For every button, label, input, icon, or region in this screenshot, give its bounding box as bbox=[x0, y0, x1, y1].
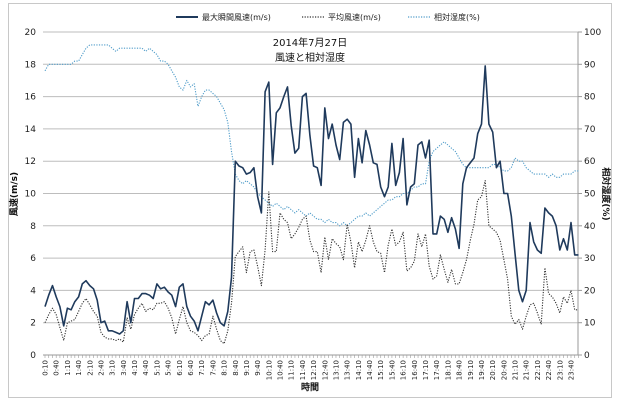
x-tick-label: 2:10 bbox=[86, 360, 94, 376]
x-tick-label: 5:10 bbox=[153, 360, 161, 376]
x-tick-label: 2:40 bbox=[97, 360, 105, 376]
x-tick-label: 9:10 bbox=[243, 360, 251, 376]
x-tick-label: 9:40 bbox=[254, 360, 262, 376]
series-line-0 bbox=[44, 65, 579, 335]
series-line-1 bbox=[44, 180, 579, 345]
x-tick-label: 14:40 bbox=[366, 360, 374, 380]
x-tick-label: 5:40 bbox=[165, 360, 173, 376]
y-tick-label: 20 bbox=[25, 28, 37, 38]
legend: 最大瞬間風速(m/s) 平均風速(m/s) 相対湿度(%) bbox=[176, 12, 480, 22]
x-tick-label: 16:10 bbox=[400, 360, 408, 380]
chart-frame bbox=[8, 3, 612, 398]
y-tick-label: 2 bbox=[30, 319, 36, 329]
x-tick-label: 18:10 bbox=[444, 360, 452, 380]
x-tick-label: 7:10 bbox=[198, 360, 206, 376]
y2-tick-label: 70 bbox=[584, 125, 596, 135]
x-tick-label: 20:10 bbox=[489, 360, 497, 380]
y-tick-label: 12 bbox=[25, 157, 36, 167]
y2-axis-label: 相対湿度(%) bbox=[600, 167, 612, 220]
x-tick-label: 22:40 bbox=[545, 360, 553, 380]
x-tick-label: 11:40 bbox=[299, 360, 307, 380]
x-tick-label: 8:10 bbox=[221, 360, 229, 376]
y-tick-label: 0 bbox=[30, 351, 36, 361]
y2-tick-label: 50 bbox=[584, 190, 596, 200]
legend-item: 最大瞬間風速(m/s) bbox=[176, 12, 271, 22]
x-tick-label: 15:40 bbox=[388, 360, 396, 380]
x-axis-ticks: 0:10 0:40 1:10 1:40 2:10 2:40 3:10 3:40 4:10 4:40… bbox=[42, 355, 579, 380]
x-tick-label: 12:10 bbox=[310, 360, 318, 380]
x-tick-label: 4:10 bbox=[131, 360, 139, 376]
x-axis-label: 時間 bbox=[301, 381, 319, 393]
x-tick-label: 13:40 bbox=[344, 360, 352, 380]
y2-tick-label: 10 bbox=[584, 319, 596, 329]
y2-tick-label: 40 bbox=[584, 222, 596, 232]
legend-label: 相対湿度(%) bbox=[434, 12, 480, 22]
y-tick-label: 6 bbox=[30, 254, 36, 264]
x-tick-label: 23:40 bbox=[568, 360, 576, 380]
y-tick-label: 10 bbox=[25, 190, 37, 200]
y-axis-label: 風速(m/s) bbox=[8, 172, 20, 216]
legend-item: 平均風速(m/s) bbox=[302, 12, 381, 22]
x-tick-label: 6:10 bbox=[176, 360, 184, 376]
x-tick-label: 10:40 bbox=[277, 360, 285, 380]
x-tick-label: 15:10 bbox=[377, 360, 385, 380]
x-tick-label: 17:10 bbox=[422, 360, 430, 380]
legend-label: 最大瞬間風速(m/s) bbox=[202, 12, 271, 22]
y2-tick-label: 80 bbox=[584, 93, 596, 103]
x-tick-label: 10:10 bbox=[265, 360, 273, 380]
x-tick-label: 3:10 bbox=[109, 360, 117, 376]
series-lines bbox=[44, 44, 579, 345]
x-tick-label: 19:40 bbox=[478, 360, 486, 380]
x-tick-label: 0:10 bbox=[42, 360, 50, 376]
x-tick-label: 22:10 bbox=[534, 360, 542, 380]
x-tick-label: 8:40 bbox=[232, 360, 240, 376]
legend-item: 相対湿度(%) bbox=[408, 12, 480, 22]
x-tick-label: 18:40 bbox=[456, 360, 464, 380]
y-tick-label: 4 bbox=[30, 286, 36, 296]
x-tick-label: 19:10 bbox=[467, 360, 475, 380]
x-tick-label: 12:40 bbox=[321, 360, 329, 380]
x-tick-label: 13:10 bbox=[332, 360, 340, 380]
x-tick-label: 23:10 bbox=[556, 360, 564, 380]
x-tick-label: 1:10 bbox=[64, 360, 72, 376]
x-tick-label: 21:10 bbox=[512, 360, 520, 380]
x-tick-label: 20:40 bbox=[500, 360, 508, 380]
y-tick-label: 18 bbox=[25, 60, 37, 70]
x-tick-label: 1:40 bbox=[75, 360, 83, 376]
y-tick-label: 16 bbox=[25, 93, 37, 103]
y2-axis-ticks: 0 10 20 30 40 50 60 70 80 90 100 bbox=[577, 28, 601, 361]
chart-title: 2014年7月27日 bbox=[273, 36, 348, 49]
y2-tick-label: 60 bbox=[584, 157, 596, 167]
y2-tick-label: 100 bbox=[584, 28, 601, 38]
chart-subtitle: 風速と相対湿度 bbox=[275, 51, 345, 64]
x-tick-label: 16:40 bbox=[411, 360, 419, 380]
legend-label: 平均風速(m/s) bbox=[328, 12, 381, 22]
x-tick-label: 6:40 bbox=[187, 360, 195, 376]
x-tick-label: 14:10 bbox=[355, 360, 363, 380]
y2-tick-label: 0 bbox=[584, 351, 590, 361]
x-tick-label: 7:40 bbox=[209, 360, 217, 376]
x-tick-label: 4:40 bbox=[142, 360, 150, 376]
y2-tick-label: 30 bbox=[584, 254, 596, 264]
y-tick-label: 14 bbox=[25, 125, 37, 135]
y-axis-ticks: 0 2 4 6 8 10 12 14 16 18 20 bbox=[25, 28, 37, 361]
y2-tick-label: 20 bbox=[584, 286, 596, 296]
x-tick-label: 21:40 bbox=[523, 360, 531, 380]
x-tick-label: 17:40 bbox=[433, 360, 441, 380]
x-tick-label: 11:10 bbox=[288, 360, 296, 380]
y2-tick-label: 90 bbox=[584, 60, 596, 70]
x-tick-label: 0:40 bbox=[53, 360, 61, 376]
x-tick-label: 3:40 bbox=[120, 360, 128, 376]
y-tick-label: 8 bbox=[30, 222, 36, 232]
